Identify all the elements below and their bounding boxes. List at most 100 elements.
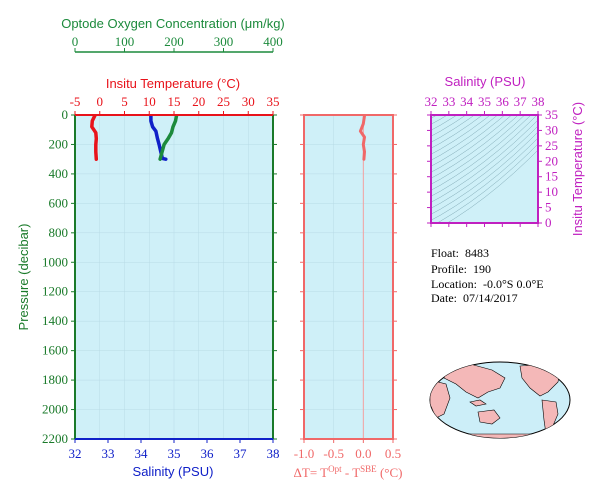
ts-density-contour <box>431 115 519 179</box>
ts-density-contour <box>431 115 458 131</box>
ts-density-contour <box>446 149 538 223</box>
date-value: 07/14/2017 <box>463 291 518 305</box>
map-land-antarctica <box>439 433 561 438</box>
ts-density-contour <box>426 13 543 103</box>
temperature-tick-label: 10 <box>143 94 156 109</box>
delta-plot-area <box>304 115 393 439</box>
ts-salinity-tick-label: 38 <box>532 94 545 109</box>
profile-gridlines <box>74 114 274 440</box>
ts-temperature-tick-label: 5 <box>545 200 552 215</box>
ts-salinity-tick-label: 37 <box>514 94 528 109</box>
delta-axes: -1.0 -0.5 0.0 0.5 <box>294 114 401 461</box>
salinity-tick-label: 36 <box>201 446 215 461</box>
oxygen-tick-label: 300 <box>214 34 234 49</box>
ts-density-contour <box>426 0 543 85</box>
salinity-axis-title: Salinity (PSU) <box>133 464 214 479</box>
map-land-indonesia <box>469 399 487 407</box>
pressure-tick-label: 2000 <box>42 402 68 417</box>
ts-density-contour <box>431 115 526 185</box>
date-label: Date: <box>431 291 457 305</box>
map-land-asia <box>443 363 506 399</box>
ts-salinity-tick-label: 34 <box>460 94 474 109</box>
ts-density-contour <box>431 125 538 209</box>
delta-tick-label: 0.5 <box>385 446 401 461</box>
ts-density-contour <box>431 115 499 161</box>
pressure-tick-label: 2200 <box>42 431 68 446</box>
temperature-tick-label: 35 <box>267 94 280 109</box>
ts-temperature-tick-label: 30 <box>545 122 558 137</box>
ts-density-contour <box>431 137 538 221</box>
ts-density-contour <box>431 115 448 125</box>
svg-text:Profile:190: Profile: 190 <box>431 262 491 276</box>
temperature-tick-label: 15 <box>168 94 181 109</box>
oxygen-tick-label: 200 <box>164 34 184 49</box>
temperature-tick-label: -5 <box>70 94 81 109</box>
ts-density-contour <box>431 115 538 197</box>
delta-tick-label: -1.0 <box>294 446 315 461</box>
pressure-tick-label: 1600 <box>42 343 68 358</box>
pressure-tick-label: 400 <box>49 166 69 181</box>
profile-axes: 0200400600800100012001400160018002000220… <box>42 34 283 461</box>
float-info: Float: 8483 Profile: 190 Location: -0.0°S 0… <box>431 246 544 305</box>
ts-density-contour <box>431 115 467 137</box>
ts-salinity-tick-label: 32 <box>425 94 438 109</box>
float-label: Float: <box>431 246 459 260</box>
oxygen-profile-line <box>158 115 179 161</box>
ts-density-contours <box>426 0 543 223</box>
pressure-tick-label: 1000 <box>42 254 68 269</box>
salinity-tick-label: 34 <box>135 446 149 461</box>
ts-temperature-tick-label: 35 <box>545 107 558 122</box>
ts-temperature-tick-label: 0 <box>545 215 552 230</box>
pressure-tick-label: 600 <box>49 195 69 210</box>
pressure-tick-label: 1200 <box>42 284 68 299</box>
world-map <box>429 361 571 439</box>
ts-salinity-tick-label: 36 <box>496 94 510 109</box>
profile-value: 190 <box>473 262 491 276</box>
delta-series <box>358 115 366 161</box>
oxygen-tick-label: 0 <box>72 34 79 49</box>
temperature-axis-title: Insitu Temperature (°C) <box>106 76 240 91</box>
ts-plot-area <box>431 115 538 223</box>
location-value: -0.0°S 0.0°E <box>483 277 544 291</box>
ts-density-contour <box>431 115 491 155</box>
pressure-tick-label: 1400 <box>42 313 68 328</box>
float-value: 8483 <box>465 246 489 260</box>
salinity-tick-label: 35 <box>168 446 181 461</box>
pressure-tick-label: 0 <box>62 107 69 122</box>
temperature-tick-label: 30 <box>242 94 255 109</box>
ts-salinity-tick-label: 33 <box>442 94 455 109</box>
ts-salinity-title: Salinity (PSU) <box>445 74 526 89</box>
ts-temperature-tick-label: 15 <box>545 169 558 184</box>
delta-frame <box>303 114 394 440</box>
delta-tick-label: -0.5 <box>323 446 344 461</box>
ts-temperature-tick-label: 10 <box>545 184 558 199</box>
temperature-tick-label: 0 <box>97 94 104 109</box>
oxygen-axis-title: Optode Oxygen Concentration (μm/kg) <box>61 16 285 31</box>
delta-tick-label: 0.0 <box>355 446 371 461</box>
pressure-tick-label: 800 <box>49 225 69 240</box>
delta-profile-line <box>358 115 366 161</box>
ts-density-contour <box>431 115 483 149</box>
profile-label: Profile: <box>431 262 467 276</box>
salinity-tick-label: 38 <box>267 446 280 461</box>
ts-density-contour <box>431 115 475 143</box>
ts-density-contour <box>431 115 512 173</box>
pressure-tick-label: 200 <box>49 136 69 151</box>
location-label: Location: <box>431 277 477 291</box>
ts-density-contour <box>431 115 532 191</box>
temperature-tick-label: 20 <box>192 94 205 109</box>
temperature-tick-label: 25 <box>217 94 230 109</box>
ts-temperature-title: Insitu Temperature (°C) <box>570 102 585 236</box>
oxygen-tick-label: 400 <box>263 34 283 49</box>
salinity-tick-label: 33 <box>102 446 115 461</box>
ts-density-contour <box>431 115 506 167</box>
ts-temperature-tick-label: 20 <box>545 153 558 168</box>
ts-density-contour <box>431 119 538 203</box>
temperature-tick-label: 5 <box>121 94 128 109</box>
ts-density-contour <box>431 131 538 215</box>
svg-text:Float:8483: Float: 8483 <box>431 246 489 260</box>
svg-text:Location:-0.0°S 0.0°E: Location: -0.0°S 0.0°E <box>431 277 544 291</box>
svg-text:Date:07/14/2017: Date: 07/14/2017 <box>431 291 518 305</box>
